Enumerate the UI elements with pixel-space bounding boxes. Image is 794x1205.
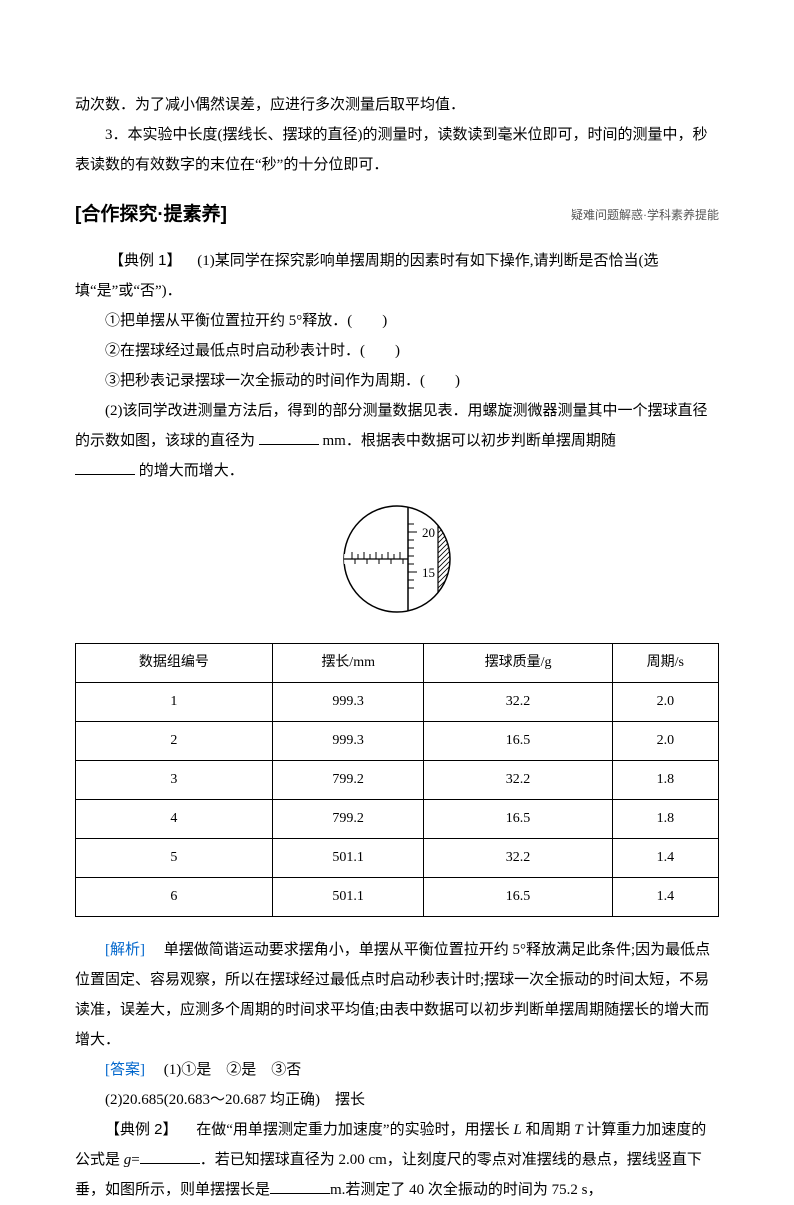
table-cell: 1.4: [612, 878, 718, 917]
answer-text: (1)①是 ②是 ③否: [149, 1062, 302, 1078]
table-cell: 32.2: [424, 683, 612, 722]
table-cell: 32.2: [424, 839, 612, 878]
example-1-question: 【典例 1】 (1)某同学在探究影响单摆周期的因素时有如下操作,请判断是否恰当(…: [75, 246, 719, 306]
table-cell: 3: [76, 761, 273, 800]
example-1-question-2: (2)该同学改进测量方法后，得到的部分测量数据见表．用螺旋测微器测量其中一个摆球…: [75, 396, 719, 456]
table-cell: 999.3: [272, 722, 424, 761]
var-L: L: [513, 1122, 521, 1138]
table-cell: 32.2: [424, 761, 612, 800]
table-cell: 2: [76, 722, 273, 761]
table-cell: 1: [76, 683, 273, 722]
ex2-a: 在做“用单摆测定重力加速度”的实验时，用摆长: [181, 1122, 513, 1138]
table-header-row: 数据组编号 摆长/mm 摆球质量/g 周期/s: [76, 644, 719, 683]
table-cell: 2.0: [612, 722, 718, 761]
ex2-f: m.若测定了 40 次全振动的时间为 75.2 s，: [330, 1182, 603, 1198]
blank-length: [270, 1179, 330, 1194]
blank-diameter: [259, 430, 319, 445]
table-cell: 999.3: [272, 683, 424, 722]
col-header-mass: 摆球质量/g: [424, 644, 612, 683]
example-2-question: 【典例 2】 在做“用单摆测定重力加速度”的实验时，用摆长 L 和周期 T 计算…: [75, 1115, 719, 1205]
table-cell: 1.8: [612, 800, 718, 839]
example-1-question-2-cont: 的增大而增大．: [75, 456, 719, 486]
scale-15: 15: [422, 565, 435, 580]
section-subtitle: 疑难问题解惑·学科素养提能: [571, 203, 719, 227]
col-header-id: 数据组编号: [76, 644, 273, 683]
table-cell: 16.5: [424, 800, 612, 839]
var-g: g: [124, 1152, 132, 1168]
section-header: [合作探究·提素养] 疑难问题解惑·学科素养提能: [75, 196, 719, 234]
micrometer-svg: 20 15: [322, 504, 472, 614]
example-1-label: 【典例 1】: [105, 252, 186, 269]
table-row: 1999.332.22.0: [76, 683, 719, 722]
example-1-item-1: ①把单摆从平衡位置拉开约 5°释放．( ): [75, 306, 719, 336]
table-cell: 1.8: [612, 761, 718, 800]
table-row: 6501.116.51.4: [76, 878, 719, 917]
paragraph-continuation: 动次数．为了减小偶然误差，应进行多次测量后取平均值．: [75, 90, 719, 120]
ex2-d: =: [131, 1152, 139, 1168]
table-cell: 501.1: [272, 878, 424, 917]
analysis-label: [解析]: [105, 942, 145, 958]
table-cell: 4: [76, 800, 273, 839]
blank-factor: [75, 460, 135, 475]
analysis-paragraph: [解析] 单摆做简谐运动要求摆角小，单摆从平衡位置拉开约 5°释放满足此条件;因…: [75, 935, 719, 1055]
table-row: 5501.132.21.4: [76, 839, 719, 878]
table-cell: 1.4: [612, 839, 718, 878]
table-cell: 501.1: [272, 839, 424, 878]
table-cell: 5: [76, 839, 273, 878]
table-cell: 799.2: [272, 800, 424, 839]
col-header-length: 摆长/mm: [272, 644, 424, 683]
q2-text-b: mm．根据表中数据可以初步判断单摆周期随: [323, 433, 616, 449]
table-cell: 16.5: [424, 722, 612, 761]
paragraph-note-3: 3．本实验中长度(摆线长、摆球的直径)的测量时，读数读到毫米位即可，时间的测量中…: [75, 120, 719, 180]
table-row: 2999.316.52.0: [76, 722, 719, 761]
table-cell: 6: [76, 878, 273, 917]
example-2-label: 【典例 2】: [105, 1121, 178, 1138]
ex2-b: 和周期: [522, 1122, 575, 1138]
analysis-text: 单摆做简谐运动要求摆角小，单摆从平衡位置拉开约 5°释放满足此条件;因为最低点位…: [75, 942, 710, 1048]
blank-formula: [140, 1149, 200, 1164]
answer-paragraph: [答案] (1)①是 ②是 ③否: [75, 1055, 719, 1085]
table-cell: 2.0: [612, 683, 718, 722]
var-T: T: [574, 1122, 582, 1138]
q2-text-c: 的增大而增大．: [139, 463, 244, 479]
table-row: 3799.232.21.8: [76, 761, 719, 800]
table-row: 4799.216.51.8: [76, 800, 719, 839]
data-table: 数据组编号 摆长/mm 摆球质量/g 周期/s 1999.332.22.0299…: [75, 643, 719, 917]
scale-20: 20: [422, 525, 435, 540]
table-cell: 16.5: [424, 878, 612, 917]
answer-label: [答案]: [105, 1062, 145, 1078]
section-title: [合作探究·提素养]: [75, 196, 227, 234]
table-cell: 799.2: [272, 761, 424, 800]
example-1-item-2: ②在摆球经过最低点时启动秒表计时．( ): [75, 336, 719, 366]
col-header-period: 周期/s: [612, 644, 718, 683]
example-1-item-3: ③把秒表记录摆球一次全振动的时间作为周期．( ): [75, 366, 719, 396]
micrometer-diagram: 20 15: [75, 504, 719, 625]
answer-paragraph-2: (2)20.685(20.683～20.687 均正确) 摆长: [75, 1085, 719, 1115]
